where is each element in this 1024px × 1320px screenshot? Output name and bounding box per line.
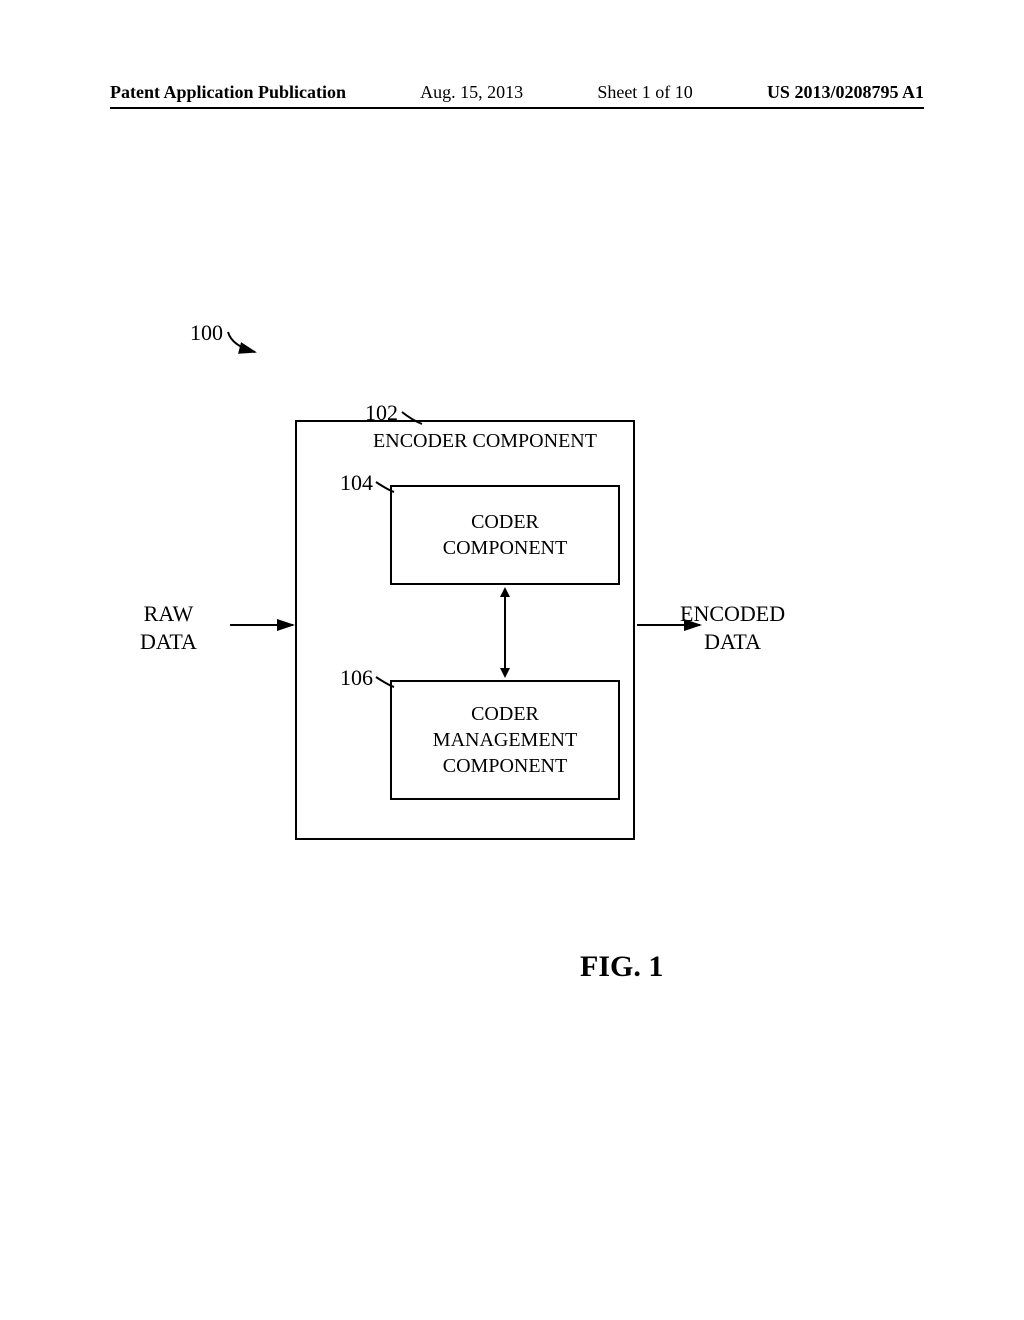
coder-line2: COMPONENT — [443, 535, 567, 561]
encoded-data-label: ENCODED DATA — [680, 600, 785, 655]
ref-label-coder: 104 — [340, 470, 373, 496]
raw-line1: RAW — [140, 600, 197, 628]
raw-line2: DATA — [140, 628, 197, 656]
system-hook-path — [228, 332, 255, 352]
mgmt-line3: COMPONENT — [443, 753, 567, 779]
publication-type: Patent Application Publication — [110, 82, 346, 103]
publication-date: Aug. 15, 2013 — [420, 82, 523, 103]
figure-diagram: 100 102 ENCODER COMPONENT 104 CODER COMP… — [110, 310, 910, 1010]
raw-data-label: RAW DATA — [140, 600, 197, 655]
publication-number: US 2013/0208795 A1 — [767, 82, 924, 103]
enc-line2: DATA — [680, 628, 785, 656]
mgmt-line1: CODER — [471, 701, 539, 727]
encoder-box-title: ENCODER COMPONENT — [345, 430, 625, 453]
coder-line1: CODER — [471, 509, 539, 535]
ref-label-mgmt: 106 — [340, 665, 373, 691]
sheet-number: Sheet 1 of 10 — [597, 82, 692, 103]
enc-line1: ENCODED — [680, 600, 785, 628]
mgmt-line2: MANAGEMENT — [433, 727, 577, 753]
coder-box: CODER COMPONENT — [390, 485, 620, 585]
figure-label: FIG. 1 — [580, 950, 663, 984]
patent-header: Patent Application Publication Aug. 15, … — [110, 82, 924, 109]
mgmt-box: CODER MANAGEMENT COMPONENT — [390, 680, 620, 800]
